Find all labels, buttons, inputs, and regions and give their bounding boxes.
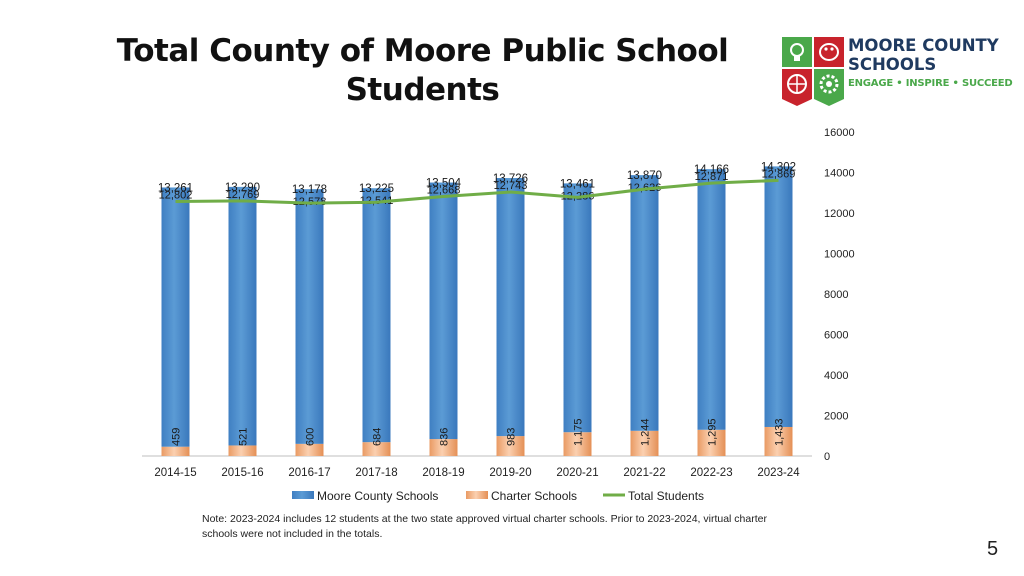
charter-data-label: 1,295 [707,418,719,446]
y-tick-label: 8000 [824,289,848,301]
lightbulb-icon [782,37,812,67]
charter-bar [295,443,324,456]
charter-bar [228,445,257,456]
y-tick-label: 6000 [824,330,848,342]
moore-county-bar [228,186,257,446]
total-data-label: 14,166 [694,164,729,176]
charter-bar [630,430,659,456]
moore-county-data-label: 12,668 [427,185,461,197]
legend-moore-county-swatch [292,491,314,499]
page-title: Total County of Moore Public School Stud… [116,33,729,108]
moore-county-bar [161,187,190,447]
x-tick-label: 2023-24 [757,467,800,479]
moore-county-data-label: 12,743 [494,180,528,192]
y-tick-label: 0 [824,451,830,463]
legend-charter-label: Charter Schools [491,489,577,503]
charter-bar [563,432,592,456]
y-tick-label: 10000 [824,249,855,261]
page-number: 5 [987,538,999,560]
legend-charter-swatch [466,491,488,499]
total-data-label: 13,290 [225,182,260,194]
moore-county-bar [764,166,793,427]
total-data-label: 13,461 [560,178,595,190]
enrollment-chart: 0 2000 4000 6000 8000 10000 12000 14000 16000 12,… [142,127,855,503]
moore-county-bar [697,169,726,430]
x-tick-label: 2018-19 [422,467,464,479]
total-data-label: 13,726 [493,173,528,185]
charter-bar [697,429,726,456]
charter-data-label: 459 [171,428,183,446]
total-data-label: 14,302 [761,161,796,173]
charter-data-label: 1,244 [640,418,652,446]
total-data-label: 13,225 [359,183,394,195]
moore-county-data-label: 12,869 [762,168,796,180]
legend-moore-county-label: Moore County Schools [317,489,438,503]
charter-bar [429,439,458,456]
charter-data-label: 684 [372,428,384,446]
charter-data-label: 983 [506,428,518,446]
moore-county-data-label: 12,871 [695,171,729,183]
y-tick-label: 12000 [824,208,855,220]
charter-data-label: 1,175 [573,418,585,446]
moore-county-data-label: 12,769 [226,189,260,201]
x-tick-label: 2022-23 [690,467,732,479]
charter-bar [161,446,190,456]
x-tick-label: 2014-15 [154,467,196,479]
charter-data-label: 1,433 [774,418,786,446]
logo-shield [781,36,845,106]
moore-county-bar [496,178,525,437]
charter-bar [362,442,391,456]
logo-name-line2: SCHOOLS [848,55,937,74]
total-data-label: 13,504 [426,178,462,190]
moore-county-bar [563,183,592,433]
total-data-label: 13,178 [292,184,327,196]
legend-total-label: Total Students [628,489,704,503]
chart-note: Note: 2023-2024 includes 12 students at … [202,513,767,540]
charter-data-label: 600 [305,428,317,446]
charter-bar [764,426,793,456]
y-tick-label: 2000 [824,411,848,423]
total-data-label: 13,261 [158,182,193,194]
y-tick-label: 16000 [824,127,855,139]
x-tick-label: 2019-20 [489,467,531,479]
x-tick-label: 2016-17 [288,467,330,479]
y-tick-label: 14000 [824,168,855,180]
y-tick-label: 4000 [824,370,848,382]
charter-bar [496,436,525,456]
total-students-line [175,178,779,205]
moore-county-bar [295,189,324,444]
total-data-label: 13,870 [627,170,662,182]
moore-county-bar [429,182,458,440]
logo-tagline: ENGAGE • INSPIRE • SUCCEED [848,78,1013,89]
moore-county-data-label: 12,802 [159,189,193,201]
x-tick-label: 2021-22 [623,467,665,479]
logo-name-line1: MOORE COUNTY [848,36,999,55]
charter-data-label: 521 [238,428,250,446]
moore-county-bar [362,188,391,443]
x-tick-label: 2017-18 [355,467,397,479]
x-tick-label: 2015-16 [221,467,263,479]
charter-data-label: 836 [439,428,451,446]
x-tick-label: 2020-21 [556,467,598,479]
moore-county-bar [630,175,659,431]
